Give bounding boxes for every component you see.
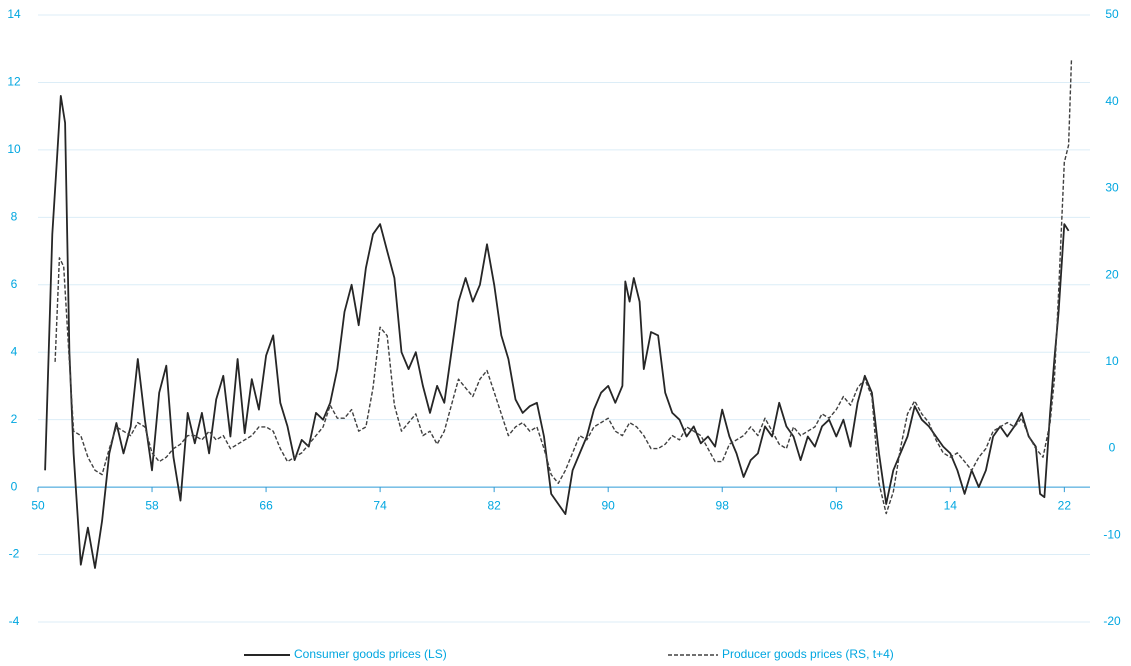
- y-tick-label: 2: [11, 412, 18, 426]
- x-tick-label: 90: [602, 498, 616, 512]
- legend-label: Consumer goods prices (LS): [294, 647, 447, 661]
- y2-tick-label: 20: [1105, 267, 1119, 281]
- legend-label: Producer goods prices (RS, t+4): [722, 647, 894, 661]
- x-tick-label: 50: [31, 498, 45, 512]
- y2-tick-label: -20: [1103, 614, 1121, 628]
- y-tick-label: 14: [7, 7, 21, 21]
- y-tick-label: 12: [7, 75, 21, 89]
- x-tick-label: 58: [145, 498, 159, 512]
- x-tick-label: 66: [259, 498, 273, 512]
- y2-tick-label: 50: [1105, 7, 1119, 21]
- y-tick-label: 8: [11, 210, 18, 224]
- y-tick-label: -2: [9, 547, 20, 561]
- x-tick-label: 06: [830, 498, 844, 512]
- y2-tick-label: 0: [1109, 441, 1116, 455]
- y-tick-label: -4: [9, 614, 20, 628]
- y-tick-label: 4: [11, 344, 18, 358]
- y2-tick-label: 30: [1105, 181, 1119, 195]
- x-tick-label: 98: [716, 498, 730, 512]
- y2-tick-label: -10: [1103, 527, 1121, 541]
- series-line: [54, 58, 1073, 515]
- y-tick-label: 10: [7, 142, 21, 156]
- y-tick-label: 0: [11, 479, 18, 493]
- x-tick-label: 82: [487, 498, 501, 512]
- y2-tick-label: 40: [1105, 94, 1119, 108]
- x-tick-label: 14: [944, 498, 958, 512]
- series-line: [44, 95, 1070, 569]
- x-tick-label: 22: [1058, 498, 1072, 512]
- x-tick-label: 74: [373, 498, 387, 512]
- y-tick-label: 6: [11, 277, 18, 291]
- y2-tick-label: 10: [1105, 354, 1119, 368]
